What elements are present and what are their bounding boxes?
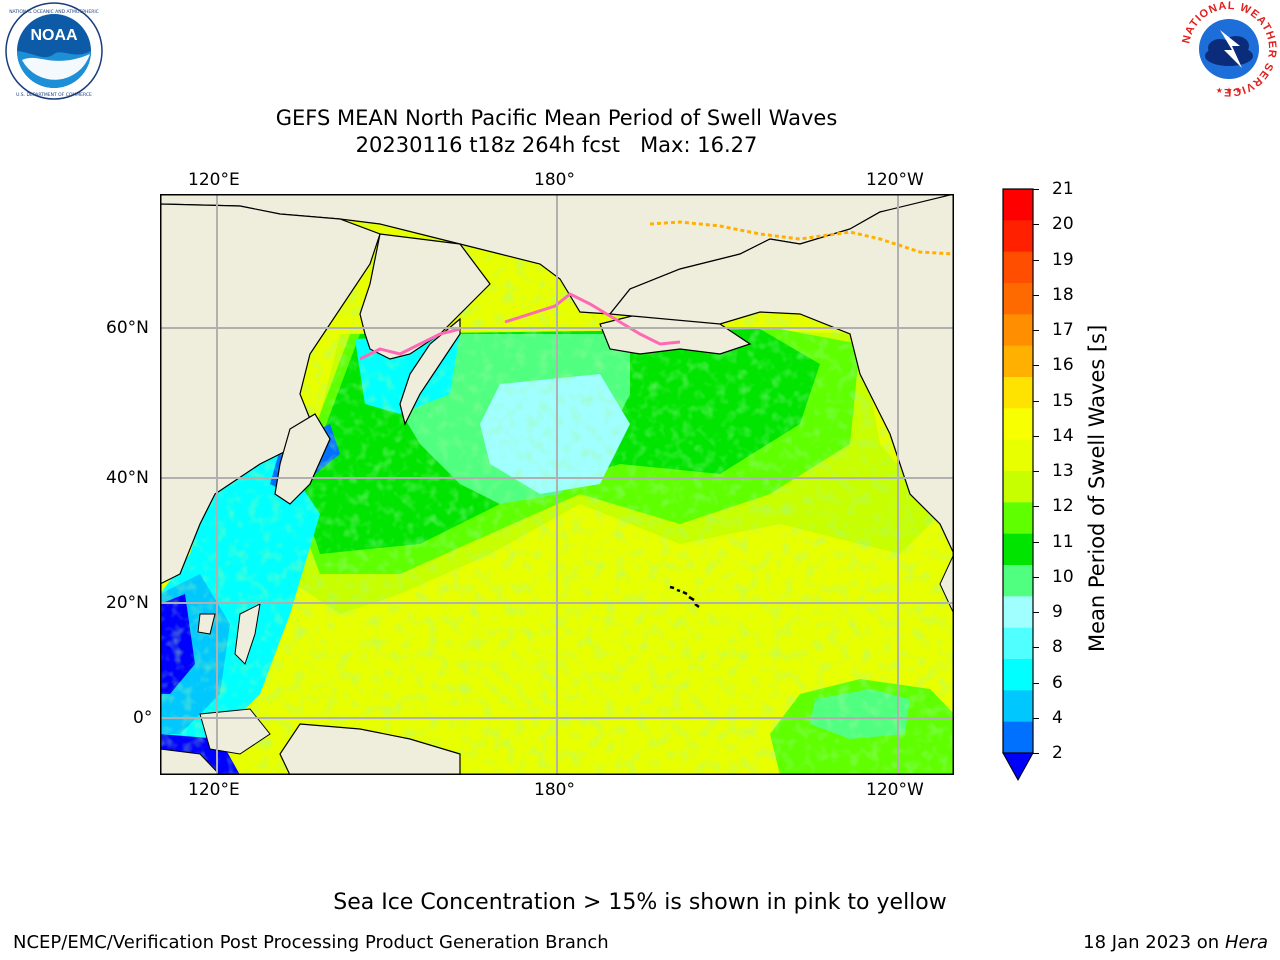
colorbar-tick-mark bbox=[1033, 471, 1039, 472]
colorbar-tick-mark bbox=[1033, 259, 1039, 261]
japan bbox=[274, 413, 331, 505]
svg-text:NATIONAL OCEANIC AND ATMOSPHER: NATIONAL OCEANIC AND ATMOSPHERIC bbox=[9, 9, 99, 15]
colorbar-extend-triangle bbox=[1002, 752, 1034, 782]
colorbar-tick-mark bbox=[1033, 717, 1039, 719]
colorbar-segment bbox=[1003, 377, 1033, 409]
colorbar-tick-label: 2 bbox=[1052, 743, 1063, 763]
svg-text:U.S. DEPARTMENT OF COMMERCE: U.S. DEPARTMENT OF COMMERCE bbox=[16, 92, 92, 98]
colorbar-tick-label: 6 bbox=[1052, 672, 1063, 693]
lon-label-bottom-180: 180° bbox=[534, 780, 575, 800]
colorbar-segment bbox=[1003, 721, 1033, 754]
colorbar-tick-label: 11 bbox=[1052, 531, 1074, 552]
north-america bbox=[608, 194, 954, 555]
colorbar-segment bbox=[1003, 533, 1033, 566]
map-subtitle: 20230116 t18z 264h fcst Max: 16.27 bbox=[355, 133, 758, 157]
colorbar-tick-label: 20 bbox=[1052, 214, 1074, 235]
colorbar-tick-mark bbox=[1033, 435, 1039, 437]
indonesia bbox=[160, 748, 221, 775]
map-title: GEFS MEAN North Pacific Mean Period of S… bbox=[275, 106, 838, 130]
colorbar-tick-label: 8 bbox=[1052, 637, 1063, 658]
colorbar-tick-mark bbox=[1033, 682, 1039, 684]
colorbar-tick-mark bbox=[1033, 189, 1039, 190]
colorbar-tick-label: 9 bbox=[1052, 602, 1063, 622]
colorbar-tick-mark bbox=[1033, 753, 1039, 754]
sea-ice-edge-arctic bbox=[649, 220, 954, 256]
taiwan bbox=[197, 613, 216, 635]
colorbar-segment bbox=[1003, 659, 1033, 691]
colorbar-tick-label: 14 bbox=[1052, 425, 1074, 446]
asia-landmass bbox=[160, 203, 381, 585]
colorbar-segment bbox=[1003, 690, 1033, 723]
footer-date: 18 Jan 2023 on Hera bbox=[1083, 932, 1268, 953]
sea-ice-edge-bering bbox=[504, 292, 681, 346]
svg-text:NOAA: NOAA bbox=[30, 27, 78, 44]
colorbar-segment bbox=[1003, 314, 1033, 347]
lat-label-40n: 40°N bbox=[106, 468, 149, 488]
footer-machine: Hera bbox=[1224, 932, 1268, 953]
sea-ice-note: Sea Ice Concentration > 15% is shown in … bbox=[333, 890, 947, 915]
colorbar-segment bbox=[1003, 627, 1033, 660]
colorbar-segment bbox=[1003, 283, 1033, 315]
lon-label-bottom-120e: 120°E bbox=[188, 780, 240, 800]
colorbar-segment bbox=[1003, 565, 1033, 597]
nws-logo: NATIONAL WEATHER SERVICE ★ ★ ★ bbox=[1180, 0, 1277, 98]
colorbar-segment bbox=[1003, 189, 1033, 221]
colorbar-tick-mark bbox=[1033, 224, 1039, 226]
footer-org: NCEP/EMC/Verification Post Processing Pr… bbox=[13, 932, 609, 953]
lon-label-bottom-120w: 120°W bbox=[866, 780, 924, 800]
colorbar-tick-mark bbox=[1033, 294, 1039, 296]
footer-date-text: 18 Jan 2023 on bbox=[1083, 932, 1225, 953]
kamchatka bbox=[399, 317, 461, 426]
colorbar-label: Mean Period of Swell Waves [s] bbox=[1085, 324, 1109, 652]
swell-period-map bbox=[160, 194, 954, 775]
svg-text:★ ★ ★: ★ ★ ★ bbox=[1216, 86, 1243, 95]
colorbar-tick-label: 4 bbox=[1052, 707, 1063, 728]
colorbar-tick-label: 17 bbox=[1052, 320, 1074, 340]
colorbar-tick-label: 12 bbox=[1052, 496, 1074, 517]
colorbar-tick-label: 19 bbox=[1052, 249, 1074, 270]
colorbar-tick-mark bbox=[1033, 647, 1039, 649]
colorbar-tick-mark bbox=[1033, 541, 1039, 543]
colorbar-segment bbox=[1003, 596, 1033, 629]
colorbar-segment bbox=[1003, 220, 1033, 253]
noaa-logo: NOAA NATIONAL OCEANIC AND ATMOSPHERIC U.… bbox=[5, 2, 103, 100]
colorbar-tick-mark bbox=[1033, 365, 1039, 367]
colorbar bbox=[1002, 188, 1034, 782]
colorbar-tick-mark bbox=[1033, 576, 1039, 578]
lat-label-equator: 0° bbox=[133, 708, 153, 728]
colorbar-tick-mark bbox=[1033, 330, 1039, 331]
colorbar-tick-mark bbox=[1033, 400, 1039, 402]
colorbar-tick-label: 15 bbox=[1052, 390, 1074, 411]
colorbar-tick-label: 21 bbox=[1052, 179, 1074, 199]
new-guinea bbox=[279, 723, 461, 775]
lon-label-top-120w: 120°W bbox=[866, 170, 924, 190]
map-gridlines bbox=[160, 194, 954, 775]
lon-label-top-180: 180° bbox=[534, 170, 575, 190]
colorbar-segment bbox=[1003, 471, 1033, 503]
lon-label-top-120e: 120°E bbox=[188, 170, 240, 190]
colorbar-segment bbox=[1003, 251, 1033, 284]
lat-label-20n: 20°N bbox=[106, 593, 149, 613]
colorbar-segment bbox=[1003, 345, 1033, 378]
colorbar-segment bbox=[1003, 502, 1033, 535]
colorbar-segment bbox=[1003, 408, 1033, 441]
colorbar-tick-mark bbox=[1033, 506, 1039, 508]
colorbar-tick-label: 13 bbox=[1052, 461, 1074, 481]
philippines bbox=[234, 603, 261, 665]
colorbar-tick-label: 18 bbox=[1052, 284, 1074, 305]
baja-coast bbox=[939, 553, 954, 615]
hawaii-islands bbox=[669, 585, 700, 608]
lat-label-60n: 60°N bbox=[106, 318, 149, 338]
map-frame bbox=[160, 194, 954, 775]
colorbar-tick-label: 10 bbox=[1052, 566, 1074, 587]
colorbar-tick-mark bbox=[1033, 612, 1039, 613]
colorbar-segment bbox=[1003, 439, 1033, 472]
sea-ice-edge-okhotsk bbox=[359, 327, 461, 361]
colorbar-tick-label: 16 bbox=[1052, 355, 1074, 376]
